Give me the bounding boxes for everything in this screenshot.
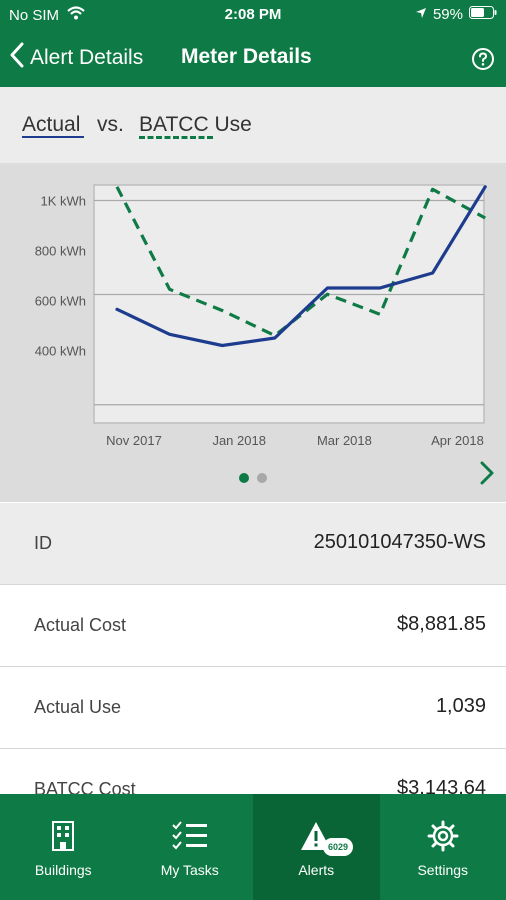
- location-icon: [415, 6, 427, 23]
- detail-value: $3,143.64: [397, 777, 486, 799]
- tab-alerts[interactable]: 6029 Alerts: [253, 794, 380, 900]
- legend-actual-label: Actual: [22, 113, 81, 136]
- alert-count-badge: 6029: [323, 838, 353, 856]
- tab-label: My Tasks: [160, 862, 219, 878]
- tab-label: Settings: [417, 862, 469, 878]
- status-time: 2:08 PM: [224, 6, 282, 23]
- tab-label: Buildings: [34, 862, 92, 878]
- detail-label: ID: [34, 533, 52, 553]
- detail-row-actual-use: Actual Use 1,039: [0, 667, 506, 749]
- detail-value: 1,039: [435, 695, 486, 717]
- building-icon: [49, 820, 77, 857]
- x-tick-label: Mar 2018: [317, 433, 372, 448]
- status-left: No SIM: [9, 6, 85, 24]
- tab-settings[interactable]: Settings: [380, 794, 506, 900]
- gear-icon: [427, 820, 459, 857]
- pager-dot-2[interactable]: [257, 473, 267, 483]
- tab-buildings[interactable]: Buildings: [0, 794, 127, 900]
- status-right: 59%: [415, 6, 497, 23]
- status-bar: No SIM 2:08 PM 59%: [0, 0, 506, 30]
- help-button[interactable]: [471, 47, 495, 76]
- y-tick-label: 600 kWh: [35, 294, 86, 309]
- detail-row-actual-cost: Actual Cost $8,881.85: [0, 585, 506, 667]
- battery-percent: 59%: [432, 6, 463, 23]
- next-chart-button[interactable]: [480, 461, 494, 490]
- y-tick-label: 400 kWh: [35, 344, 86, 359]
- x-tick-label: Jan 2018: [212, 433, 266, 448]
- plot-frame: [93, 184, 485, 424]
- y-tick-label: 1K kWh: [40, 194, 86, 209]
- legend-batcc-label: BATCC Use: [139, 113, 252, 136]
- nav-bar: Alert Details Meter Details: [0, 30, 506, 87]
- legend-batcc-swatch: [139, 136, 213, 139]
- back-label: Alert Details: [30, 46, 144, 69]
- detail-value: 250101047350-WS: [313, 531, 486, 553]
- x-tick-label: Nov 2017: [106, 433, 162, 448]
- back-button[interactable]: Alert Details: [10, 42, 143, 74]
- legend-vs-label: vs.: [97, 113, 124, 136]
- x-tick-label: Apr 2018: [431, 433, 484, 448]
- chevron-left-icon: [10, 42, 24, 74]
- detail-row-id: ID 250101047350-WS: [0, 503, 506, 585]
- chart-legend: Actual vs. BATCC Use: [0, 87, 506, 163]
- legend-actual-swatch: [22, 136, 84, 138]
- checklist-icon: [172, 820, 208, 855]
- carrier-label: No SIM: [9, 6, 60, 24]
- chevron-right-icon: [480, 461, 494, 489]
- tab-label: Alerts: [298, 862, 335, 878]
- detail-value: $8,881.85: [397, 613, 486, 635]
- series-line-actual: [115, 185, 487, 348]
- page-title: Meter Details: [181, 45, 312, 68]
- usage-chart[interactable]: 1K kWh 800 kWh 600 kWh 400 kWh Nov 2017 Jan 2…: [0, 163, 506, 502]
- line-chart: 1K kWh 800 kWh 600 kWh 400 kWh Nov 2017 Jan 2…: [35, 184, 487, 448]
- tab-my-tasks[interactable]: My Tasks: [127, 794, 254, 900]
- y-tick-label: 800 kWh: [35, 244, 86, 259]
- detail-label: Actual Use: [34, 697, 122, 717]
- help-icon: [471, 48, 495, 75]
- detail-label: Actual Cost: [34, 615, 127, 635]
- battery-icon: [469, 6, 497, 23]
- wifi-icon: [67, 6, 85, 24]
- chart-pager: [239, 473, 267, 483]
- pager-dot-1[interactable]: [239, 473, 249, 483]
- tab-bar: Buildings My Tasks 6029 Alerts Settings: [0, 794, 506, 900]
- app-header: No SIM 2:08 PM 59% Alert Details Meter D…: [0, 0, 506, 87]
